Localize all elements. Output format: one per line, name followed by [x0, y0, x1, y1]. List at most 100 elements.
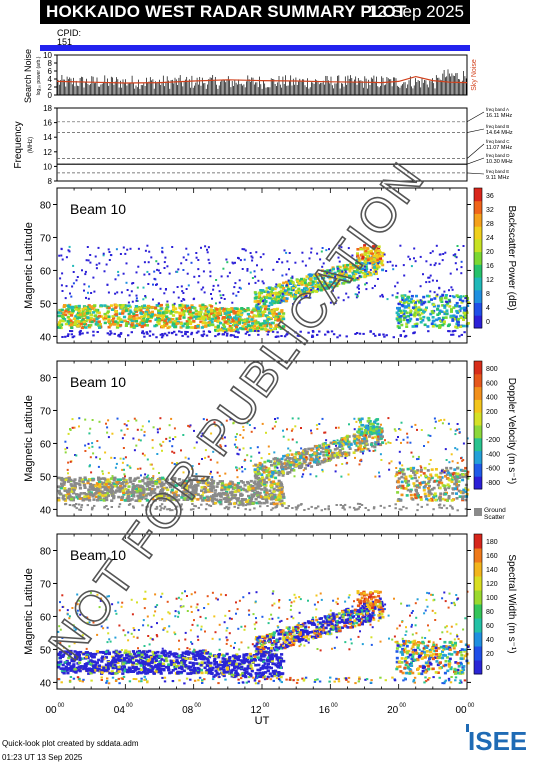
scatter-cell [410, 298, 414, 301]
scatter-cell [300, 462, 304, 466]
speckle-cell [87, 291, 89, 294]
speckle-cell [66, 468, 69, 471]
speckle-cell [358, 291, 360, 294]
scatter-cell [337, 276, 341, 279]
scatter-cell [226, 500, 230, 503]
freq-ytick-label: 8 [48, 177, 53, 186]
scatter-cell [69, 319, 73, 322]
speckle-cell [182, 269, 185, 271]
speckle-cell [374, 449, 377, 452]
scatter-cell [429, 473, 433, 476]
speckle-cell [173, 330, 176, 333]
scatter-cell [101, 494, 105, 497]
speckle-cell [253, 329, 257, 332]
speckle-cell [374, 334, 377, 337]
speckle-cell [88, 465, 91, 468]
scatter-cell [294, 291, 298, 294]
scatter-cell [66, 304, 70, 307]
scatter-cell [146, 315, 150, 318]
scatter-cell [462, 475, 466, 478]
speckle-cell [85, 259, 88, 262]
speckle-cell [124, 252, 127, 255]
speckle-cell [394, 429, 397, 432]
scatter-cell [252, 494, 256, 498]
speckle-cell [329, 301, 332, 304]
scatter-cell [128, 309, 132, 312]
scatter-cell [265, 501, 269, 504]
scatter-cell [299, 456, 303, 459]
scatter-cell [416, 494, 420, 498]
speckle-cell [383, 335, 386, 338]
scatter-cell [417, 306, 421, 309]
speckle-cell [451, 295, 454, 298]
scatter-cell [454, 325, 458, 329]
speckle-cell [309, 462, 312, 464]
scatter-cell [412, 471, 415, 474]
scatter-cell [74, 315, 78, 318]
scatter-cell [305, 283, 308, 286]
scatter-cell [332, 267, 335, 271]
speckle-cell [89, 456, 92, 459]
scatter-cell [181, 311, 185, 314]
scatter-cell [355, 270, 359, 274]
speckle-cell [436, 293, 439, 296]
scatter-cell [352, 276, 356, 279]
scatter-cell [269, 502, 273, 505]
speckle-cell [374, 284, 376, 287]
scatter-cell [321, 269, 324, 272]
colorbar-label: Backscatter Power (dB) [506, 205, 517, 310]
scatter-cell [259, 305, 263, 309]
speckle-cell [142, 298, 145, 301]
scatter-cell [216, 499, 220, 503]
scatter-cell [128, 314, 132, 318]
speckle-cell [226, 332, 229, 335]
scatter-cell [455, 492, 458, 495]
scatter-cell [269, 325, 273, 328]
scatter-cell [118, 304, 122, 307]
scatter-cell [267, 478, 271, 481]
speckle-cell [365, 442, 368, 445]
scatter-cell [66, 322, 70, 325]
scatter-cell [135, 324, 139, 327]
scatter-cell [275, 459, 279, 462]
scatter-cell [147, 304, 151, 308]
scatter-cell [378, 254, 382, 258]
speckle-cell [141, 425, 144, 428]
scatter-cell [284, 464, 288, 467]
scatter-cell [95, 482, 99, 485]
scatter-cell [177, 498, 181, 502]
scatter-cell [428, 491, 432, 495]
speckle-cell [236, 452, 239, 455]
scatter-cell [284, 458, 288, 461]
scatter-cell [397, 485, 401, 489]
speckle-cell [257, 303, 260, 306]
speckle-cell [369, 262, 372, 265]
scatter-cell [230, 481, 234, 484]
speckle-cell [320, 250, 323, 253]
speckle-cell [173, 463, 176, 466]
scatter-cell [79, 322, 83, 326]
scatter-cell [70, 314, 74, 317]
scatter-cell [83, 314, 87, 317]
speckle-cell [148, 330, 152, 333]
scatter-cell [165, 322, 169, 325]
scatter-cell [275, 312, 279, 316]
scatter-cell [201, 316, 205, 319]
scatter-cell [186, 304, 190, 308]
speckle-cell [126, 464, 129, 467]
speckle-cell [248, 334, 251, 337]
speckle-cell [235, 446, 237, 449]
scatter-cell [274, 291, 278, 295]
scatter-cell [263, 460, 267, 464]
scatter-cell [212, 502, 216, 505]
scatter-cell [415, 318, 419, 321]
speckle-cell [409, 258, 411, 261]
scatter-cell [361, 271, 365, 275]
scatter-cell [85, 309, 89, 312]
scatter-cell [459, 325, 463, 328]
scatter-cell [443, 320, 446, 323]
scatter-cell [432, 303, 436, 306]
scatter-cell [125, 309, 129, 312]
scatter-cell [439, 298, 443, 302]
speckle-cell [168, 440, 171, 443]
